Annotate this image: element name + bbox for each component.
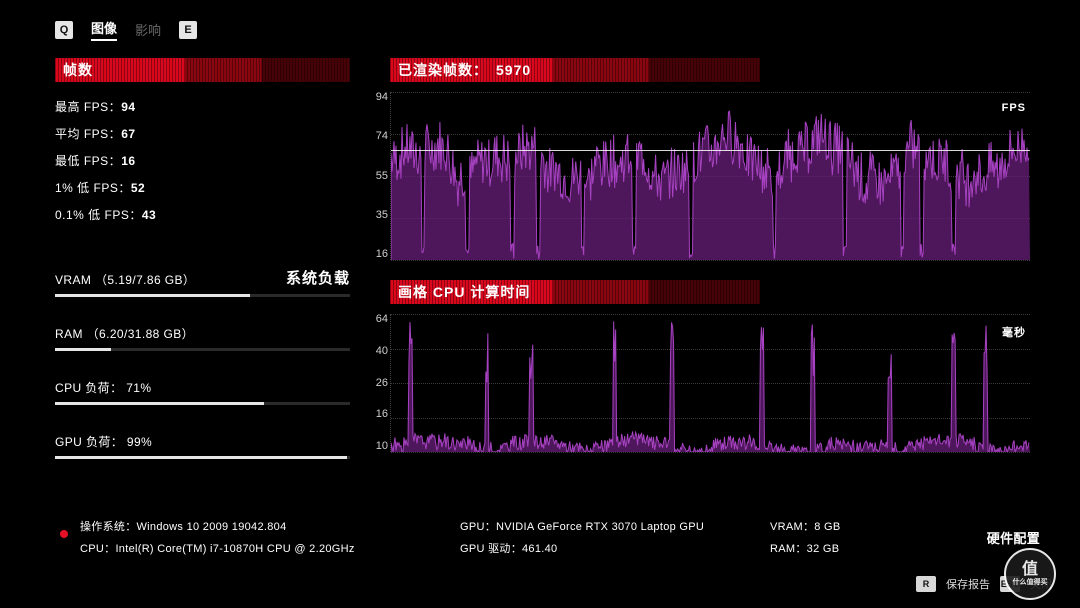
fps-stat-label: 最高 FPS： [55,98,121,115]
fps-stat-row: 1% 低 FPS：52 [55,179,350,196]
cpu-plot [390,314,1030,452]
cpuinfo-value: Intel(R) Core(TM) i7-10870H CPU @ 2.20GH… [115,543,354,555]
fps-stat-value: 67 [121,127,135,141]
vram-label: VRAM [55,273,91,287]
fps-stat-label: 0.1% 低 FPS： [55,206,142,223]
cpu-label: CPU 负荷： [55,381,122,395]
cputime-header: 画格 CPU 计算时间 [390,280,760,304]
vram-detail: （5.19/7.86 GB） [95,273,195,287]
sysload-title: 系统负载 [286,267,350,288]
keyhint-q: Q [55,21,73,39]
vram-row: VRAM （5.19/7.86 GB） [55,271,195,288]
keyhint-save: R [916,576,936,592]
top-tabs: Q 图像 影响 E [55,18,197,41]
rendered-frames-value: 5970 [488,62,531,78]
cpu-chart: 毫秒 6440261610 [390,314,1030,452]
fps-header-label: 帧数 [55,60,93,80]
fps-stat-label: 平均 FPS： [55,125,121,142]
gpu-info-row: GPU：NVIDIA GeForce RTX 3070 Laptop GPU [460,518,770,534]
vraminfo-label: VRAM： [770,518,814,534]
os-value: Windows 10 2009 19042.804 [137,521,287,533]
watermark-text: 什么值得买 [1013,579,1048,587]
fps-header: 帧数 [55,58,350,82]
smzdm-watermark-icon: 值 什么值得买 [1004,548,1056,600]
fps-stats: 最高 FPS：94平均 FPS：67最低 FPS：161% 低 FPS：520.… [55,98,350,223]
ram-label: RAM [55,327,83,341]
fps-stat-row: 平均 FPS：67 [55,125,350,142]
fps-stat-value: 16 [121,154,135,168]
watermark-glyph: 值 [1022,561,1038,579]
cpuinfo-label: CPU： [80,540,115,556]
keyhint-e: E [179,21,197,39]
fps-chart: FPS 9474553516 [390,92,1030,260]
ram-row: RAM （6.20/31.88 GB） [55,325,350,342]
save-report-label[interactable]: 保存报告 [946,576,990,592]
cpu-row: CPU 负荷： 71% [55,379,350,396]
gpu-label: GPU 负荷： [55,435,123,449]
raminfo-value: 32 GB [807,543,840,555]
fps-plot [390,92,1030,260]
cputime-label: 画格 CPU 计算时间 [390,282,530,302]
gpu-bar [55,456,350,459]
cpu-info-row: CPU：Intel(R) Core(TM) i7-10870H CPU @ 2.… [80,540,460,556]
cpu-yaxis: 6440261610 [364,314,388,452]
fps-stat-label: 1% 低 FPS： [55,179,131,196]
right-panel: 已渲染帧数： 5970 FPS 9474553516 画格 CPU 计算时间 毫… [390,58,1030,452]
record-dot-icon [60,530,68,538]
rendered-frames-header: 已渲染帧数： 5970 [390,58,760,82]
vraminfo-value: 8 GB [814,521,840,533]
tab-image[interactable]: 图像 [91,18,117,41]
hw-config-label[interactable]: 硬件配置 [987,528,1040,547]
fps-stat-value: 43 [142,208,156,222]
gpu-detail: 99% [127,435,152,449]
os-label: 操作系统： [80,518,137,534]
left-panel: 帧数 最高 FPS：94平均 FPS：67最低 FPS：161% 低 FPS：5… [55,58,350,459]
raminfo-label: RAM： [770,540,807,556]
fps-stat-value: 94 [121,100,135,114]
vram-info-row: VRAM：8 GB [770,518,890,534]
fps-yaxis: 9474553516 [364,92,388,260]
fps-stat-label: 最低 FPS： [55,152,121,169]
vram-bar [55,294,350,297]
gpudrv-value: 461.40 [522,543,557,555]
tab-effects[interactable]: 影响 [135,20,161,39]
os-row: 操作系统：Windows 10 2009 19042.804 [80,518,460,534]
gpudrv-label: GPU 驱动： [460,540,522,556]
avg-fps-line [391,150,1030,151]
rendered-frames-label: 已渲染帧数： [390,60,488,80]
fps-stat-value: 52 [131,181,145,195]
gpuinfo-value: NVIDIA GeForce RTX 3070 Laptop GPU [496,521,704,533]
gpu-row: GPU 负荷： 99% [55,433,350,450]
ram-bar [55,348,350,351]
ram-info-row: RAM：32 GB [770,540,890,556]
cpu-detail: 71% [126,381,151,395]
fps-stat-row: 0.1% 低 FPS：43 [55,206,350,223]
gpu-driver-row: GPU 驱动：461.40 [460,540,770,556]
cpu-bar [55,402,350,405]
fps-stat-row: 最高 FPS：94 [55,98,350,115]
ram-detail: （6.20/31.88 GB） [87,327,194,341]
fps-stat-row: 最低 FPS：16 [55,152,350,169]
gpuinfo-label: GPU： [460,518,496,534]
hw-footer: 操作系统：Windows 10 2009 19042.804 CPU：Intel… [60,518,1040,556]
